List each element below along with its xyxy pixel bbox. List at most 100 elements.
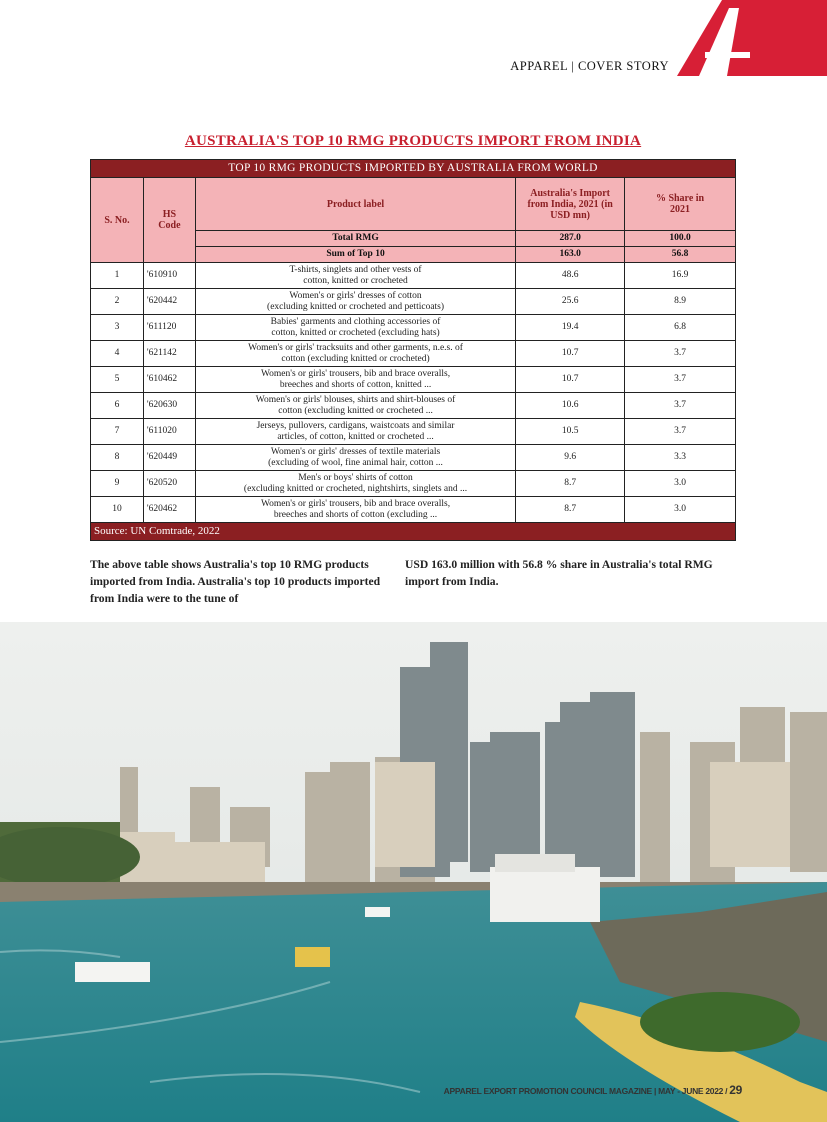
- row-product-label: Men's or boys' shirts of cotton (excludin…: [194, 470, 517, 497]
- row-product-label: Women's or girls' trousers, bib and brac…: [194, 496, 517, 523]
- row-product-label: Women's or girls' trousers, bib and brac…: [194, 366, 517, 393]
- table-row: 7 '611020 Jerseys, pullovers, cardigans,…: [90, 418, 736, 445]
- row-share: 6.8: [624, 314, 736, 341]
- label-line-2: (excluding knitted or crocheted and pett…: [267, 301, 445, 312]
- row-product-label: T-shirts, singlets and other vests of cot…: [194, 262, 517, 289]
- table-title: AUSTRALIA'S TOP 10 RMG PRODUCTS IMPORT F…: [184, 133, 642, 149]
- row-share: 3.0: [624, 496, 736, 523]
- row-hs-code: '620630: [142, 392, 196, 419]
- row-import: 10.5: [515, 418, 626, 445]
- page-number: 29: [729, 1083, 742, 1097]
- header-hs: HS Code: [142, 177, 196, 263]
- total-import: 287.0: [515, 230, 626, 247]
- row-sno: 7: [90, 418, 144, 445]
- table-row: 9 '620520 Men's or boys' shirts of cotto…: [90, 470, 736, 497]
- row-share: 3.7: [624, 418, 736, 445]
- label-line-1: Women's or girls' tracksuits and other g…: [248, 342, 463, 353]
- row-hs-code: '620449: [142, 444, 196, 471]
- row-import: 9.6: [515, 444, 626, 471]
- row-sno: 10: [90, 496, 144, 523]
- header-label: Product label: [194, 177, 517, 231]
- body-text-col1: The above table shows Australia's top 10…: [90, 558, 381, 605]
- row-product-label: Women's or girls' dresses of cotton (excl…: [194, 288, 517, 315]
- header-share: % Share in 2021: [624, 177, 736, 231]
- row-product-label: Jerseys, pullovers, cardigans, waistcoat…: [194, 418, 517, 445]
- label-line-2: cotton (excluding knitted or crocheted): [281, 353, 430, 364]
- header-sno: S. No.: [90, 177, 144, 263]
- row-product-label: Women's or girls' tracksuits and other g…: [194, 340, 517, 367]
- section-header: APPAREL | COVER STORY: [510, 59, 669, 73]
- label-line-2: cotton, knitted or crocheted (excluding …: [271, 327, 440, 338]
- table-row: 2 '620442 Women's or girls' dresses of c…: [90, 288, 736, 315]
- row-import: 10.6: [515, 392, 626, 419]
- label-line-1: Women's or girls' trousers, bib and brac…: [260, 498, 451, 509]
- row-import: 8.7: [515, 470, 626, 497]
- label-line-1: Men's or boys' shirts of cotton: [298, 472, 413, 483]
- row-share: 16.9: [624, 262, 736, 289]
- sum-label: Sum of Top 10: [194, 246, 517, 263]
- row-hs-code: '611020: [142, 418, 196, 445]
- row-hs-code: '620520: [142, 470, 196, 497]
- row-hs-code: '620442: [142, 288, 196, 315]
- table-row: 8 '620449 Women's or girls' dresses of t…: [90, 444, 736, 471]
- sum-import: 163.0: [515, 246, 626, 263]
- sum-share: 56.8: [624, 246, 736, 263]
- row-hs-code: '621142: [142, 340, 196, 367]
- footer-text: APPAREL EXPORT PROMOTION COUNCIL MAGAZIN…: [443, 1086, 728, 1096]
- row-share: 3.0: [624, 470, 736, 497]
- label-line-1: T-shirts, singlets and other vests of: [289, 264, 422, 275]
- label-line-2: articles, of cotton, knitted or crochete…: [277, 431, 434, 442]
- row-sno: 8: [90, 444, 144, 471]
- rmg-import-table: TOP 10 RMG PRODUCTS IMPORTED BY AUSTRALI…: [90, 159, 736, 541]
- row-share: 3.7: [624, 340, 736, 367]
- row-import: 10.7: [515, 340, 626, 367]
- row-hs-code: '610910: [142, 262, 196, 289]
- apparel-a-logo: [677, 0, 827, 76]
- row-import: 10.7: [515, 366, 626, 393]
- table-source: Source: UN Comtrade, 2022: [90, 522, 736, 541]
- sydney-harbour-photo: [0, 622, 827, 1122]
- row-import: 8.7: [515, 496, 626, 523]
- page-footer: APPAREL EXPORT PROMOTION COUNCIL MAGAZIN…: [443, 1083, 743, 1097]
- row-share: 8.9: [624, 288, 736, 315]
- table-row: 10 '620462 Women's or girls' trousers, b…: [90, 496, 736, 523]
- label-line-1: Women's or girls' dresses of cotton: [289, 290, 422, 301]
- label-line-2: cotton, knitted or crocheted: [303, 275, 408, 286]
- label-line-1: Women's or girls' blouses, shirts and sh…: [255, 394, 456, 405]
- header-import: Australia's Import from India, 2021 (in …: [515, 177, 626, 231]
- table-row: 4 '621142 Women's or girls' tracksuits a…: [90, 340, 736, 367]
- total-share: 100.0: [624, 230, 736, 247]
- table-band: TOP 10 RMG PRODUCTS IMPORTED BY AUSTRALI…: [90, 159, 736, 178]
- row-sno: 2: [90, 288, 144, 315]
- row-product-label: Women's or girls' blouses, shirts and sh…: [194, 392, 517, 419]
- label-line-1: Jerseys, pullovers, cardigans, waistcoat…: [256, 420, 455, 431]
- row-sno: 4: [90, 340, 144, 367]
- row-import: 19.4: [515, 314, 626, 341]
- total-label: Total RMG: [194, 230, 517, 247]
- row-product-label: Women's or girls' dresses of textile mat…: [194, 444, 517, 471]
- row-sno: 9: [90, 470, 144, 497]
- label-line-1: Women's or girls' dresses of textile mat…: [270, 446, 441, 457]
- row-share: 3.3: [624, 444, 736, 471]
- row-sno: 6: [90, 392, 144, 419]
- label-line-2: breeches and shorts of cotton, knitted .…: [279, 379, 432, 390]
- table-row: 1 '610910 T-shirts, singlets and other v…: [90, 262, 736, 289]
- row-hs-code: '610462: [142, 366, 196, 393]
- row-share: 3.7: [624, 392, 736, 419]
- row-import: 48.6: [515, 262, 626, 289]
- label-line-2: (excluding of wool, fine animal hair, co…: [268, 457, 443, 468]
- body-text-col2: USD 163.0 million with 56.8 % share in A…: [405, 558, 713, 588]
- row-hs-code: '611120: [142, 314, 196, 341]
- row-share: 3.7: [624, 366, 736, 393]
- row-product-label: Babies' garments and clothing accessorie…: [194, 314, 517, 341]
- label-line-2: cotton (excluding knitted or crocheted .…: [278, 405, 433, 416]
- label-line-2: breeches and shorts of cotton (excluding…: [273, 509, 438, 520]
- label-line-2: (excluding knitted or crocheted, nightsh…: [243, 483, 468, 494]
- row-sno: 3: [90, 314, 144, 341]
- label-line-1: Women's or girls' trousers, bib and brac…: [260, 368, 451, 379]
- row-sno: 5: [90, 366, 144, 393]
- label-line-1: Babies' garments and clothing accessorie…: [270, 316, 441, 327]
- row-import: 25.6: [515, 288, 626, 315]
- table-row: 5 '610462 Women's or girls' trousers, bi…: [90, 366, 736, 393]
- row-sno: 1: [90, 262, 144, 289]
